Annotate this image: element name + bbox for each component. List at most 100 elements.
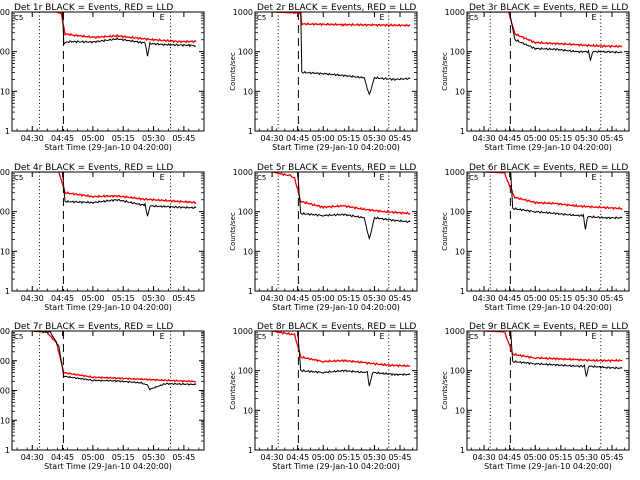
marker-label: E [380,13,385,22]
x-tick-label: 05:15 [549,453,572,462]
lld-series-line [271,172,411,216]
x-tick-label: 05:15 [549,134,572,143]
lld-series-line [484,172,623,211]
panel-title: Det 6r BLACK = Events, RED = LLD [469,163,628,173]
y-axis-label: Counts/sec [229,52,237,91]
y-tick-label: 1000 [233,8,253,17]
lld-series-line [32,172,197,205]
y-tick-label: 1000 [233,168,253,177]
panel-title: Det 5r BLACK = Events, RED = LLD [257,163,416,173]
x-tick-label: 05:45 [600,134,623,143]
x-tick-label: 05:30 [142,453,165,462]
y-tick-label: 10 [243,87,253,96]
y-tick-label: 100 [238,48,253,57]
lld-series-line [272,12,411,28]
x-tick-label: 05:45 [388,453,411,462]
x-tick-label: 05:00 [81,453,104,462]
x-tick-label: 05:45 [600,453,623,462]
y-tick-label: 1 [248,127,253,136]
y-tick-label: 100 [238,208,253,217]
x-tick-label: 05:00 [524,294,547,303]
plot-frame [254,11,418,132]
lld-series-line [271,331,411,368]
x-axis-label: Start Time (29-Jan-10 04:20:00) [272,462,400,471]
plot-frame [11,11,205,132]
x-tick-label: 04:45 [51,294,74,303]
y-tick-label: 10 [0,87,10,96]
plot-frame [254,330,418,451]
lld-series-line [484,331,623,363]
x-tick-label: 04:45 [498,294,521,303]
x-tick-label: 05:00 [312,294,335,303]
corner-label: C5 [14,174,23,182]
x-tick-label: 05:15 [337,134,360,143]
lld-series-line [32,331,197,383]
x-tick-label: 04:45 [286,294,309,303]
marker-label: E [160,332,165,341]
plot-frame [466,330,630,451]
lld-series-line [32,12,197,44]
x-axis-label: Start Time (29-Jan-10 04:20:00) [44,303,172,312]
y-tick-label: 1 [5,287,10,296]
x-tick-label: 05:45 [172,453,195,462]
x-tick-label: 05:15 [337,294,360,303]
x-tick-label: 04:30 [21,294,44,303]
marker-label: E [380,173,385,182]
x-tick-label: 05:00 [81,134,104,143]
y-tick-label: 1 [248,446,253,455]
y-axis-label: Counts/sec [441,212,449,251]
x-tick-label: 05:00 [312,134,335,143]
y-tick-label: 10 [455,247,465,256]
x-tick-label: 05:00 [81,294,104,303]
x-axis-label: Start Time (29-Jan-10 04:20:00) [484,303,612,312]
x-tick-label: 05:15 [112,134,135,143]
y-axis-label: Counts/sec [229,212,237,251]
x-tick-label: 05:30 [142,134,165,143]
panel-title: Det 8r BLACK = Events, RED = LLD [257,322,416,332]
y-tick-label: 1000 [445,168,465,177]
x-tick-label: 05:15 [112,453,135,462]
x-tick-label: 05:30 [575,453,598,462]
events-series-line [272,12,411,96]
y-tick-label: 1 [5,127,10,136]
y-tick-label: 1 [460,446,465,455]
x-tick-label: 05:45 [600,294,623,303]
x-tick-label: 05:15 [112,294,135,303]
x-tick-label: 05:30 [363,134,386,143]
marker-label: E [380,332,385,341]
y-axis-label: Counts/sec [441,371,449,410]
y-tick-label: 10 [455,87,465,96]
plot-frame [466,171,630,292]
x-tick-label: 05:00 [524,453,547,462]
x-tick-label: 04:30 [261,134,284,143]
x-tick-label: 05:30 [363,453,386,462]
marker-label: E [592,332,597,341]
marker-label: E [592,173,597,182]
lld-series-line [484,12,623,49]
panel-title: Det 4r BLACK = Events, RED = LLD [14,163,173,173]
y-tick-label: 100 [0,387,10,396]
marker-label: E [592,13,597,22]
x-tick-label: 04:30 [21,453,44,462]
plot-frame [254,171,418,292]
panel-title: Det 9r BLACK = Events, RED = LLD [469,322,628,332]
y-tick-label: 1000 [0,357,10,366]
x-axis-label: Start Time (29-Jan-10 04:20:00) [44,143,172,152]
plot-frame [11,171,205,292]
corner-label: C5 [469,174,478,182]
y-tick-label: 1000 [445,8,465,17]
marker-label: E [160,173,165,182]
x-tick-label: 05:30 [363,294,386,303]
y-tick-label: 10 [243,247,253,256]
x-tick-label: 05:45 [388,294,411,303]
events-series-line [484,12,623,62]
events-series-line [484,172,623,230]
